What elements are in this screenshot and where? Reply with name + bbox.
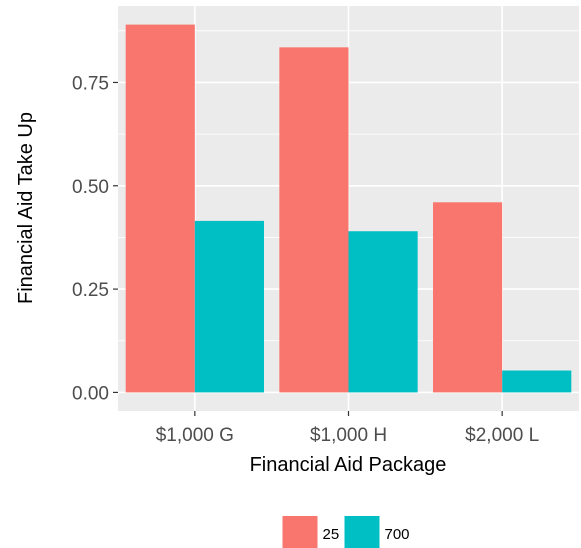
bar [279, 47, 349, 393]
bars [125, 24, 572, 393]
legend-label: 700 [385, 526, 410, 543]
legend-key [344, 516, 380, 548]
y-tick-label: 0.75 [72, 73, 109, 94]
bar [194, 220, 264, 393]
x-tick-label: $1,000 G [156, 425, 234, 446]
bar [502, 370, 572, 393]
x-tick-label: $2,000 L [465, 425, 539, 446]
x-axis: $1,000 G $1,000 H $2,000 L [156, 411, 539, 446]
x-axis-title: Financial Aid Package [250, 454, 447, 476]
y-tick-label: 0.00 [72, 383, 109, 404]
bar [125, 24, 195, 393]
legend: 25 700 [282, 516, 410, 548]
bar [348, 231, 418, 393]
y-tick-label: 0.50 [72, 177, 109, 198]
y-axis-title: Financial Aid Take Up [15, 112, 37, 304]
y-axis: 0.00 0.25 0.50 0.75 [72, 73, 118, 404]
bar [433, 202, 503, 393]
legend-key [282, 516, 318, 548]
legend-label: 25 [323, 526, 340, 543]
x-tick-label: $1,000 H [310, 425, 387, 446]
y-tick-label: 0.25 [72, 280, 109, 301]
